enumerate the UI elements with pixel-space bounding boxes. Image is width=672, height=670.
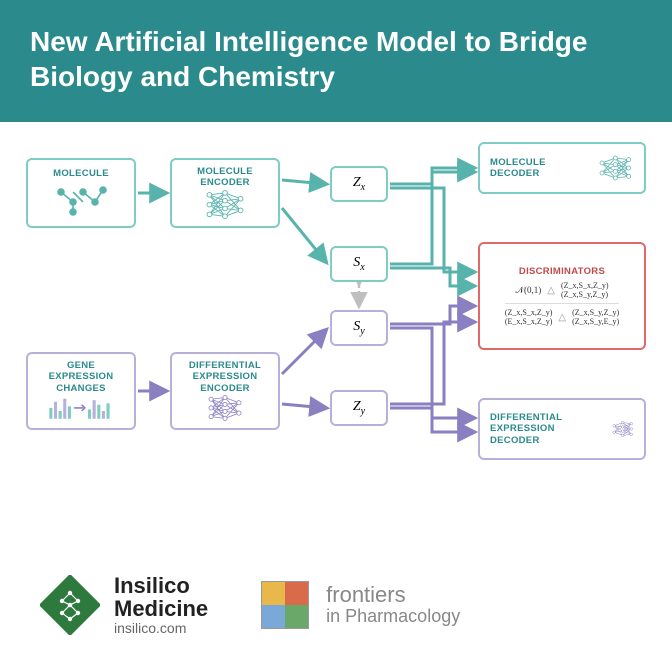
nn-icon (203, 394, 247, 422)
box-molecule: MOLECULE (26, 158, 136, 228)
sy-label: Sy (353, 319, 364, 337)
molecule-icon (51, 180, 111, 218)
box-molecule-encoder: MOLECULE ENCODER (170, 158, 280, 228)
box-gene-expression: GENE EXPRESSION CHANGES (26, 352, 136, 430)
nn-icon (203, 189, 247, 220)
zy-label: Zy (353, 399, 365, 417)
box-discriminators: DISCRIMINATORS 𝒩(0,1) △ (Z_x,S_x,Z_y) (Z… (478, 242, 646, 350)
barchart-icon (46, 394, 116, 422)
label-mol-decoder: MOLECULE DECODER (490, 157, 589, 180)
box-molecule-decoder: MOLECULE DECODER (478, 142, 646, 194)
frontiers-name: frontiers (326, 583, 460, 606)
tri-icon: △ (547, 285, 555, 296)
flow-diagram: MOLECULE MOLECULE ENCODER (0, 122, 672, 522)
box-diff-decoder: DIFFERENTIAL EXPRESSION DECODER (478, 398, 646, 460)
label-disc: DISCRIMINATORS (519, 266, 605, 277)
insilico-logo-block: Insilico Medicine insilico.com (40, 574, 208, 636)
disc-r2b: (Z_x,S_y,Z_y) (572, 308, 619, 317)
latent-zy: Zy (330, 390, 388, 426)
label-gene: GENE EXPRESSION CHANGES (34, 360, 128, 394)
disc-r1b: (Z_x,S_y,Z_y) (561, 290, 609, 299)
label-diff-encoder: DIFFERENTIAL EXPRESSION ENCODER (178, 360, 272, 394)
latent-sy: Sy (330, 310, 388, 346)
frontiers-sub: in Pharmacology (326, 606, 460, 627)
nn-icon (611, 412, 634, 446)
frontiers-logo-block: frontiers in Pharmacology (258, 578, 460, 632)
header-banner: New Artificial Intelligence Model to Bri… (0, 0, 672, 122)
frontiers-logo-icon (258, 578, 312, 632)
insilico-name-top: Insilico (114, 574, 208, 597)
zx-label: Zx (353, 175, 365, 193)
nn-icon (597, 153, 634, 183)
insilico-url: insilico.com (114, 620, 208, 636)
footer: Insilico Medicine insilico.com frontiers… (0, 540, 672, 670)
box-diff-encoder: DIFFERENTIAL EXPRESSION ENCODER (170, 352, 280, 430)
insilico-name-bottom: Medicine (114, 597, 208, 620)
label-mol-encoder: MOLECULE ENCODER (178, 166, 272, 189)
tri-icon: △ (558, 312, 566, 323)
latent-sx: Sx (330, 246, 388, 282)
disc-r3b: (Z_x,S_y,E_y) (572, 317, 619, 326)
disc-normal: 𝒩(0,1) (515, 285, 541, 296)
insilico-logo-icon (40, 575, 100, 635)
disc-r1a: (Z_x,S_x,Z_y) (561, 281, 609, 290)
label-molecule: MOLECULE (53, 168, 109, 179)
page-title: New Artificial Intelligence Model to Bri… (30, 24, 642, 94)
sx-label: Sx (353, 255, 364, 273)
label-diff-decoder: DIFFERENTIAL EXPRESSION DECODER (490, 412, 603, 446)
disc-r3a: (E_x,S_x,Z_y) (505, 317, 553, 326)
disc-body: 𝒩(0,1) △ (Z_x,S_x,Z_y) (Z_x,S_y,Z_y) (Z_… (505, 281, 619, 326)
latent-zx: Zx (330, 166, 388, 202)
disc-r2a: (Z_x,S_x,Z_y) (505, 308, 553, 317)
